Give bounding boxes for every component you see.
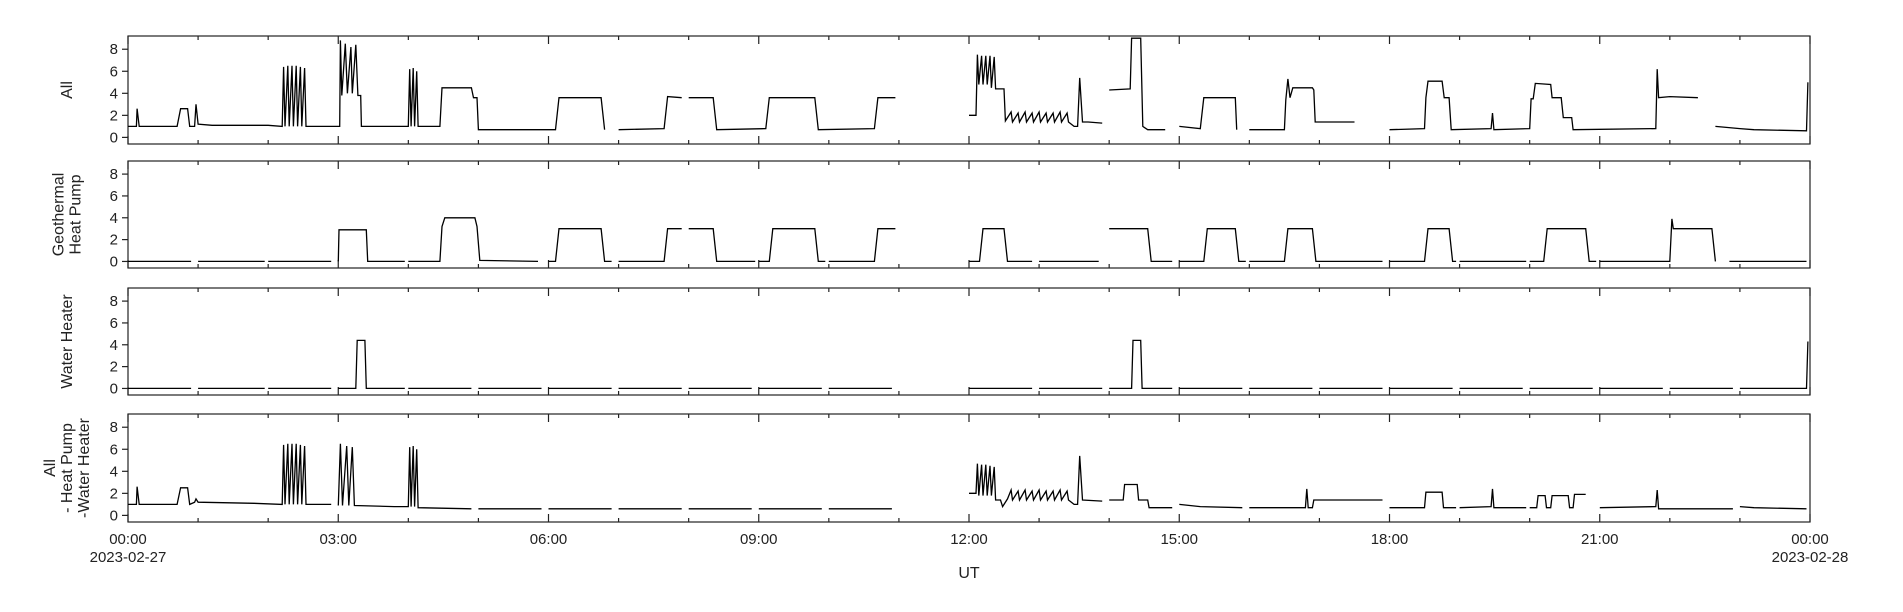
y-tick-label: 2	[110, 232, 118, 249]
y-tick-label: 6	[110, 315, 118, 332]
series-segment	[1529, 228, 1597, 263]
x-tick-label: 21:00	[1581, 531, 1619, 548]
y-tick-label: 8	[110, 293, 118, 310]
series-segment	[128, 443, 332, 506]
series-segment	[1389, 491, 1457, 509]
y-tick-label: 8	[110, 41, 118, 58]
series-segment	[1109, 483, 1173, 509]
series-segment	[338, 339, 405, 390]
series-segment	[618, 95, 682, 131]
y-axis-label: Heat Pump	[68, 174, 85, 254]
y-tick-label: 8	[110, 166, 118, 183]
series-segment	[1739, 505, 1807, 510]
series-segment	[1599, 218, 1717, 263]
series-segment	[128, 40, 606, 131]
panels-layer: 0 2 4 6 8 All 0 2 4 6 8 Geothermal Heat Pump 0 2 4 6 8 Wat…	[42, 35, 1811, 524]
series-segment	[688, 228, 756, 263]
series-segment	[969, 54, 1103, 128]
y-tick-label: 4	[110, 85, 118, 102]
y-axis-label: - Heat Pump	[59, 423, 76, 513]
panel-1: 0 2 4 6 8 All	[59, 35, 1811, 146]
series-segment	[1109, 37, 1166, 131]
y-axis-label: All	[59, 81, 76, 99]
y-tick-label: 0	[110, 129, 118, 146]
y-tick-label: 6	[110, 63, 118, 80]
y-tick-label: 2	[110, 107, 118, 124]
y-axis-label: Water Heater	[59, 294, 76, 389]
y-tick-label: 6	[110, 441, 118, 458]
panel-frame	[127, 160, 1811, 269]
series-segment	[1715, 82, 1809, 132]
series-segment	[969, 455, 1103, 509]
series-segment	[758, 228, 826, 263]
y-axis-label: All	[42, 459, 59, 477]
series-segment	[548, 228, 612, 263]
series-segment	[1459, 488, 1527, 509]
panel-2: 0 2 4 6 8 Geothermal Heat Pump	[51, 160, 1811, 270]
series-segment	[688, 97, 896, 131]
series-segment	[408, 217, 539, 263]
panel-3: 0 2 4 6 8 Water Heater	[59, 287, 1811, 397]
series-segment	[337, 229, 405, 263]
y-tick-label: 0	[110, 380, 118, 397]
series-segment	[1389, 69, 1698, 131]
x-date-label: 2023-02-27	[90, 549, 167, 566]
x-tick-label: 03:00	[319, 531, 357, 548]
y-axis-label: -Water Heater	[76, 417, 93, 518]
series-segment	[1739, 341, 1809, 390]
series-segment	[1179, 503, 1243, 509]
series-segment	[1179, 97, 1238, 130]
series-segment	[1599, 489, 1733, 510]
y-tick-label: 6	[110, 188, 118, 205]
series-segment	[1109, 339, 1173, 390]
panel-4: 0 2 4 6 8 All - Heat Pump -Water Heater	[42, 413, 1811, 524]
x-axis: UT 00:00 03:00 06:00 09:00 12:00 15:00 18:00 21…	[90, 531, 1849, 582]
y-tick-label: 4	[110, 463, 118, 480]
series-segment	[1179, 228, 1246, 263]
y-tick-label: 8	[110, 419, 118, 436]
y-tick-label: 2	[110, 485, 118, 502]
y-tick-label: 4	[110, 337, 118, 354]
x-tick-label: 00:00	[109, 531, 147, 548]
series-segment	[828, 228, 896, 263]
series-segment	[1389, 228, 1457, 263]
y-tick-label: 0	[110, 253, 118, 270]
x-date-label: 2023-02-28	[1772, 549, 1849, 566]
panel-frame	[127, 287, 1811, 396]
y-tick-label: 4	[110, 210, 118, 227]
series-segment	[618, 228, 682, 263]
x-tick-label: 12:00	[950, 531, 988, 548]
x-tick-label: 15:00	[1160, 531, 1198, 548]
x-axis-label: UT	[958, 565, 980, 582]
series-segment	[1249, 488, 1383, 509]
y-axis-label: Geothermal	[51, 173, 68, 257]
x-tick-label: 06:00	[530, 531, 568, 548]
series-segment	[1249, 78, 1355, 131]
x-tick-label: 00:00	[1791, 531, 1829, 548]
series-segment	[1529, 493, 1586, 509]
series-segment	[1109, 228, 1173, 263]
series-segment	[969, 228, 1033, 263]
x-tick-label: 09:00	[740, 531, 778, 548]
y-tick-label: 2	[110, 359, 118, 376]
y-tick-label: 0	[110, 507, 118, 524]
panel-frame	[127, 35, 1811, 145]
series-segment	[337, 443, 472, 510]
series-segment	[1249, 228, 1383, 263]
x-tick-label: 18:00	[1371, 531, 1409, 548]
